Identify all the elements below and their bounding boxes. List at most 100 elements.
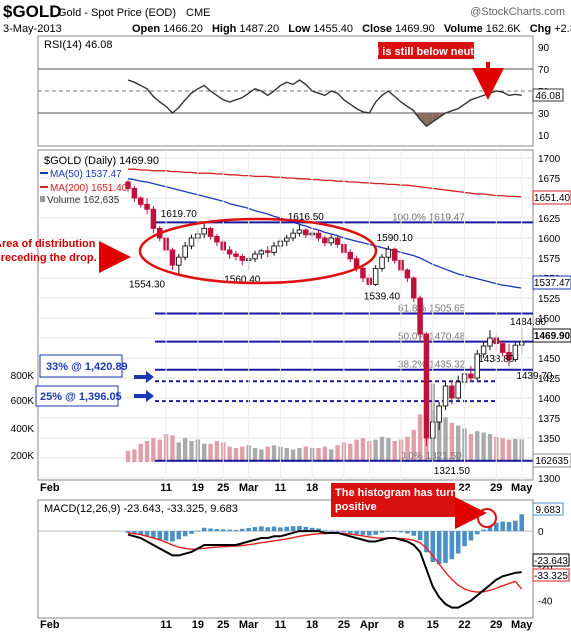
volume-bar [475, 431, 480, 462]
price-label-4: 1560.40 [224, 275, 261, 286]
fib-label-4: 0.0% 1321.50 [400, 451, 462, 462]
volume-bar [151, 438, 156, 462]
candle-body [264, 250, 271, 253]
macd-histogram-bar [208, 528, 213, 532]
macd-histogram-bar [468, 531, 474, 541]
hist-value-box-text: 9.683 [535, 505, 560, 516]
candle-body [468, 373, 474, 379]
volume-bar [182, 438, 188, 462]
volume-bar [348, 443, 353, 462]
volume-legend: Volume 162,635 [47, 195, 120, 206]
candle-body [385, 248, 392, 258]
x-axis-label-bottom-9: 8 [398, 619, 404, 631]
x-axis-label-bottom-10: 15 [427, 619, 439, 631]
macd-histogram-bar [309, 527, 315, 532]
volume-bar [506, 439, 512, 462]
candle-body [125, 181, 131, 189]
macd-histogram-bar [227, 529, 232, 532]
candle-body [290, 232, 296, 239]
chg-value: +2.30 (+0.16%) [554, 23, 571, 35]
macd-histogram-bar [157, 531, 163, 540]
price-tick-1700: 1700 [538, 154, 561, 165]
signal-value-box-text: -33.325 [534, 571, 568, 582]
volume-bar [481, 432, 486, 462]
candle-body [150, 208, 157, 229]
macd-tick--20: -20 [538, 562, 553, 573]
macd-histogram-bar [163, 531, 169, 541]
candle-body [296, 229, 303, 234]
macd-histogram-bar [519, 514, 524, 532]
x-axis-label-top-1: 11 [160, 482, 172, 494]
volume-value-box [532, 453, 571, 468]
open-label: Open [132, 23, 160, 35]
price-label-9: 1321.50 [434, 466, 471, 477]
volume-bar [513, 438, 518, 462]
low-value: 1455.40 [313, 23, 353, 35]
quote-line: Open 1466.20 High 1487.20 Low 1455.40 Close… [132, 23, 571, 35]
price-label-2: 1590.10 [377, 233, 414, 244]
x-axis-label-bottom-3: 25 [217, 619, 229, 631]
macd-histogram-bar [303, 526, 309, 532]
candle-body [334, 237, 341, 245]
volume-bar [157, 439, 162, 462]
volume-value-box-text: 162635 [535, 456, 569, 467]
signal-value-box [532, 568, 570, 582]
candle-body [328, 237, 334, 244]
volume-bar [360, 438, 366, 462]
symbol: $GOLD [3, 2, 62, 21]
volume-tick-600K: 600K [11, 396, 35, 407]
volume-bar [284, 448, 289, 462]
x-axis-label-top-3: 25 [217, 482, 229, 494]
macd-histogram-bar [455, 531, 461, 554]
level-33-arrowhead [146, 371, 154, 383]
volume-bar [125, 450, 131, 462]
macd-histogram-bar [430, 531, 436, 563]
watermark: @StockCharts.com [470, 6, 565, 18]
ma200-value-box-text: 1651.40 [534, 193, 571, 204]
macd-histogram-bar [481, 529, 486, 532]
volume-bar [271, 445, 277, 462]
volume-tick-800K: 800K [11, 371, 35, 382]
volume-label: Volume [444, 23, 483, 35]
candle-body [137, 197, 144, 205]
macd-value-box-text: -23.643 [534, 556, 568, 567]
volume-bar [468, 434, 474, 462]
high-value: 1487.20 [239, 23, 279, 35]
price-tick-1350: 1350 [538, 434, 561, 445]
volume-bar [456, 425, 461, 462]
price-legend-title: $GOLD (Daily) 1469.90 [44, 155, 159, 167]
candle-body [436, 405, 442, 423]
candle-body [391, 248, 398, 261]
volume-bar [449, 422, 455, 462]
macd-histogram-bar [201, 527, 207, 532]
candle-body [315, 232, 322, 239]
quote-date: 3-May-2013 [3, 23, 62, 35]
rsi-annotation-box [378, 42, 474, 59]
candle-body [442, 385, 449, 407]
x-axis-label-bottom-1: 11 [160, 619, 172, 631]
price-tick-1675: 1675 [538, 174, 561, 185]
x-axis-label-bottom-2: 19 [192, 619, 204, 631]
x-axis-label-bottom-12: 29 [490, 619, 502, 631]
macd-histogram-bar [500, 521, 505, 532]
rsi-oversold-fill [432, 113, 440, 122]
candle-body [201, 227, 207, 235]
candle-body [284, 237, 290, 242]
level-25-arrowhead [146, 390, 154, 402]
volume-tick-200K: 200K [11, 451, 35, 462]
candle-body [474, 353, 481, 379]
x-axis-label-bottom-5: 11 [275, 619, 287, 631]
distribution-ellipse [138, 217, 378, 285]
macd-histogram-bar [474, 531, 480, 535]
macd-histogram-bar [240, 528, 245, 532]
macd-histogram-bar [233, 530, 239, 532]
volume-bar [208, 443, 213, 462]
macd-histogram-bar [335, 530, 340, 532]
price-label-5: 1539.40 [364, 291, 401, 302]
rsi-line [127, 79, 522, 128]
rsi-value-box [532, 88, 564, 102]
volume-bar [214, 441, 220, 462]
macd-histogram-bar [259, 526, 264, 532]
macd-tick--40: -40 [538, 597, 553, 608]
